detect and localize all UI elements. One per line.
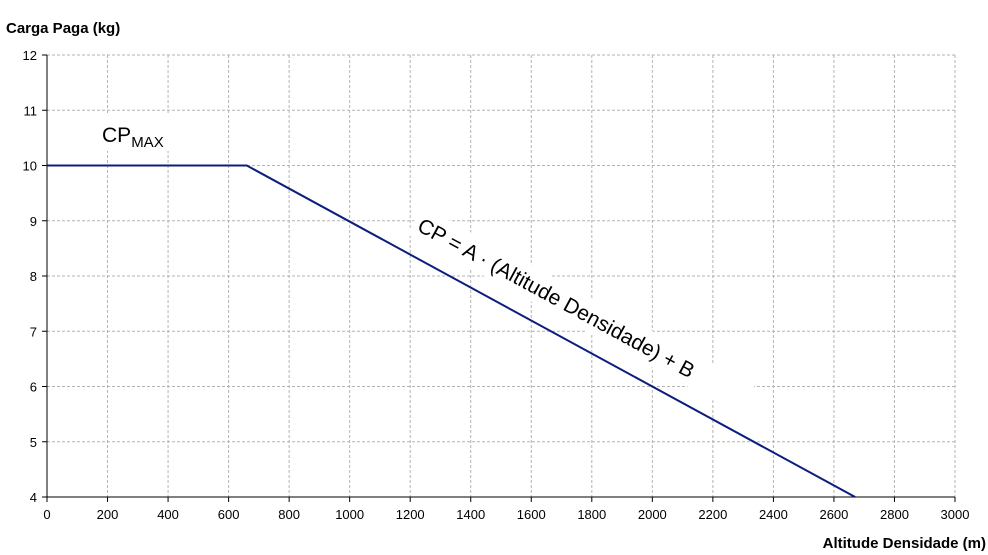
x-tick-label: 0 [43, 507, 50, 522]
formula-label-bg [406, 206, 755, 415]
x-axis-title: Altitude Densidade (m) [823, 535, 986, 552]
series [47, 164, 856, 498]
formula-annotation: CP = A · (Altitude Densidade) + B [406, 206, 755, 415]
cpmax-label-sub: MAX [131, 134, 164, 151]
y-tick-label: 5 [30, 435, 37, 450]
x-tick-label: 200 [97, 507, 119, 522]
x-tick-label: 3000 [941, 507, 970, 522]
x-tick-label: 1000 [335, 507, 364, 522]
cpmax-annotation: CPMAX [90, 115, 180, 151]
x-tick-label: 1600 [517, 507, 546, 522]
y-tick-label: 10 [23, 159, 37, 174]
x-tick-label: 2600 [819, 507, 848, 522]
tick-labels: 0 200 400 600 800 1000 1200 1400 1600 1800 2000 220… [23, 48, 970, 522]
x-tick-label: 800 [278, 507, 300, 522]
y-tick-label: 11 [24, 103, 38, 118]
x-tick-label: 2800 [880, 507, 909, 522]
x-tick-label: 600 [218, 507, 240, 522]
cpmax-label: CPMAX [102, 124, 164, 151]
y-axis-title: Carga Paga (kg) [6, 20, 120, 37]
x-tick-label: 2200 [698, 507, 727, 522]
x-tick-label: 400 [157, 507, 179, 522]
series-line [47, 164, 856, 498]
x-tick-label: 1800 [577, 507, 606, 522]
x-tick-label: 1400 [456, 507, 485, 522]
x-tick-label: 2000 [638, 507, 667, 522]
x-tick-label: 2400 [759, 507, 788, 522]
y-tick-label: 12 [23, 48, 37, 63]
y-tick-label: 8 [30, 269, 37, 284]
formula-label: CP = A · (Altitude Densidade) + B [414, 214, 699, 383]
y-tick-label: 6 [30, 380, 37, 395]
cpmax-label-main: CP [102, 124, 131, 147]
y-tick-label: 9 [30, 214, 37, 229]
y-tick-label: 4 [30, 490, 37, 505]
cpmax-label-bg [90, 115, 180, 151]
x-tick-label: 1200 [396, 507, 425, 522]
y-tick-label: 7 [30, 324, 37, 339]
